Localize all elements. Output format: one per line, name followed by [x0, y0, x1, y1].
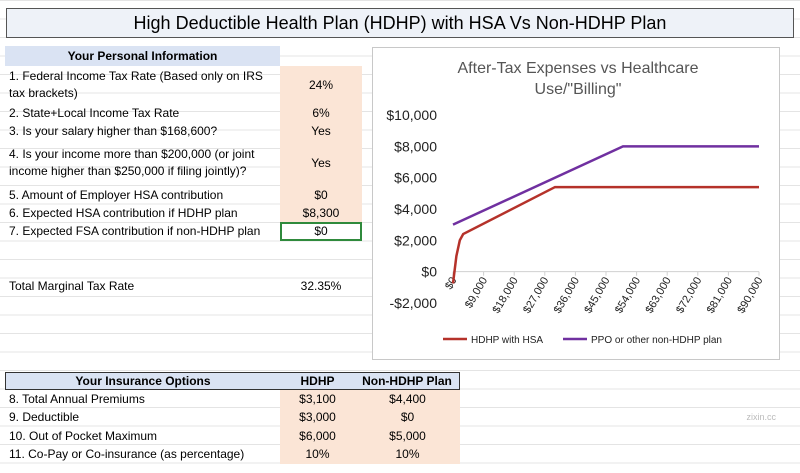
- chart-box: After-Tax Expenses vs Healthcare Use/"Bi…: [372, 47, 780, 360]
- row-value: Yes: [280, 122, 362, 140]
- row-label: 6. Expected HSA contribution if HDHP pla…: [9, 205, 238, 220]
- row-label: 1. Federal Income Tax Rate (Based only o…: [9, 69, 263, 100]
- x-tick-label: $81,000: [705, 275, 735, 315]
- row-value: $0: [355, 408, 460, 427]
- sheet-title: High Deductible Health Plan (HDHP) with …: [6, 8, 794, 38]
- x-tick-label: $54,000: [613, 275, 643, 315]
- legend-label: HDHP with HSA: [471, 335, 543, 346]
- watermark: zixin.cc: [746, 412, 776, 422]
- series-line: [452, 145, 759, 226]
- row-label: 7. Expected FSA contribution if non-HDHP…: [9, 224, 261, 238]
- x-tick-label: $9,000: [463, 275, 490, 310]
- table-header: Non-HDHP Plan: [355, 372, 460, 390]
- x-tick-label: $90,000: [735, 275, 765, 315]
- series-line: [451, 185, 759, 284]
- row-label: 2. State+Local Income Tax Rate: [9, 105, 180, 120]
- row-value: $8,300: [280, 204, 362, 222]
- y-tick-label: $2,000: [394, 232, 437, 248]
- table-header: HDHP: [280, 372, 355, 390]
- row-label: 9. Deductible: [9, 410, 80, 425]
- row-value: 24%: [280, 66, 362, 104]
- row-value: 10%: [355, 445, 460, 464]
- x-tick-label: $45,000: [582, 275, 612, 315]
- section-header: Your Personal Information: [5, 46, 280, 66]
- x-tick-label: $63,000: [644, 275, 674, 315]
- table-header: Your Insurance Options: [5, 372, 280, 390]
- y-tick-label: $6,000: [394, 170, 437, 186]
- row-label: 5. Amount of Employer HSA contribution: [9, 187, 224, 202]
- row-label: 10. Out of Pocket Maximum: [9, 428, 158, 443]
- y-tick-label: $10,000: [386, 107, 437, 123]
- y-tick-label: $4,000: [394, 201, 437, 217]
- row-value: $0: [280, 186, 362, 204]
- x-tick-label: $18,000: [491, 275, 521, 315]
- row-value: $6,000: [280, 427, 355, 446]
- row-label: 8. Total Annual Premiums: [9, 391, 145, 406]
- row-label: 4. Is your income more than $200,000 (or…: [9, 147, 255, 178]
- chart: -$2,000 $0 $2,000 $4,000 $6,000 $8,000 $10,000…: [386, 107, 765, 346]
- row-label: 3. Is your salary higher than $168,600?: [9, 123, 218, 138]
- row-value: 6%: [280, 104, 362, 122]
- chart-title: After-Tax Expenses vs Healthcare Use/"Bi…: [457, 60, 699, 98]
- row-value: $3,000: [280, 408, 355, 427]
- total-label: Total Marginal Tax Rate: [9, 278, 135, 293]
- x-tick-label: $36,000: [552, 275, 582, 315]
- row-value: $3,100: [280, 390, 355, 409]
- y-tick-label: $8,000: [394, 138, 437, 154]
- row-value: $5,000: [355, 427, 460, 446]
- row-value: $4,400: [355, 390, 460, 409]
- total-value: 32.35%: [300, 278, 342, 293]
- x-tick-label: $72,000: [674, 275, 704, 315]
- row-value: $0: [280, 222, 362, 241]
- row-value: 10%: [280, 445, 355, 464]
- row-label: 11. Co-Pay or Co-insurance (as percentag…: [9, 447, 245, 462]
- x-tick-label: $0: [443, 275, 460, 292]
- legend-label: PPO or other non-HDHP plan: [591, 335, 722, 346]
- y-tick-label: -$2,000: [390, 295, 438, 311]
- x-tick-label: $27,000: [521, 275, 551, 315]
- y-tick-label: $0: [421, 264, 437, 280]
- row-value: Yes: [280, 140, 362, 186]
